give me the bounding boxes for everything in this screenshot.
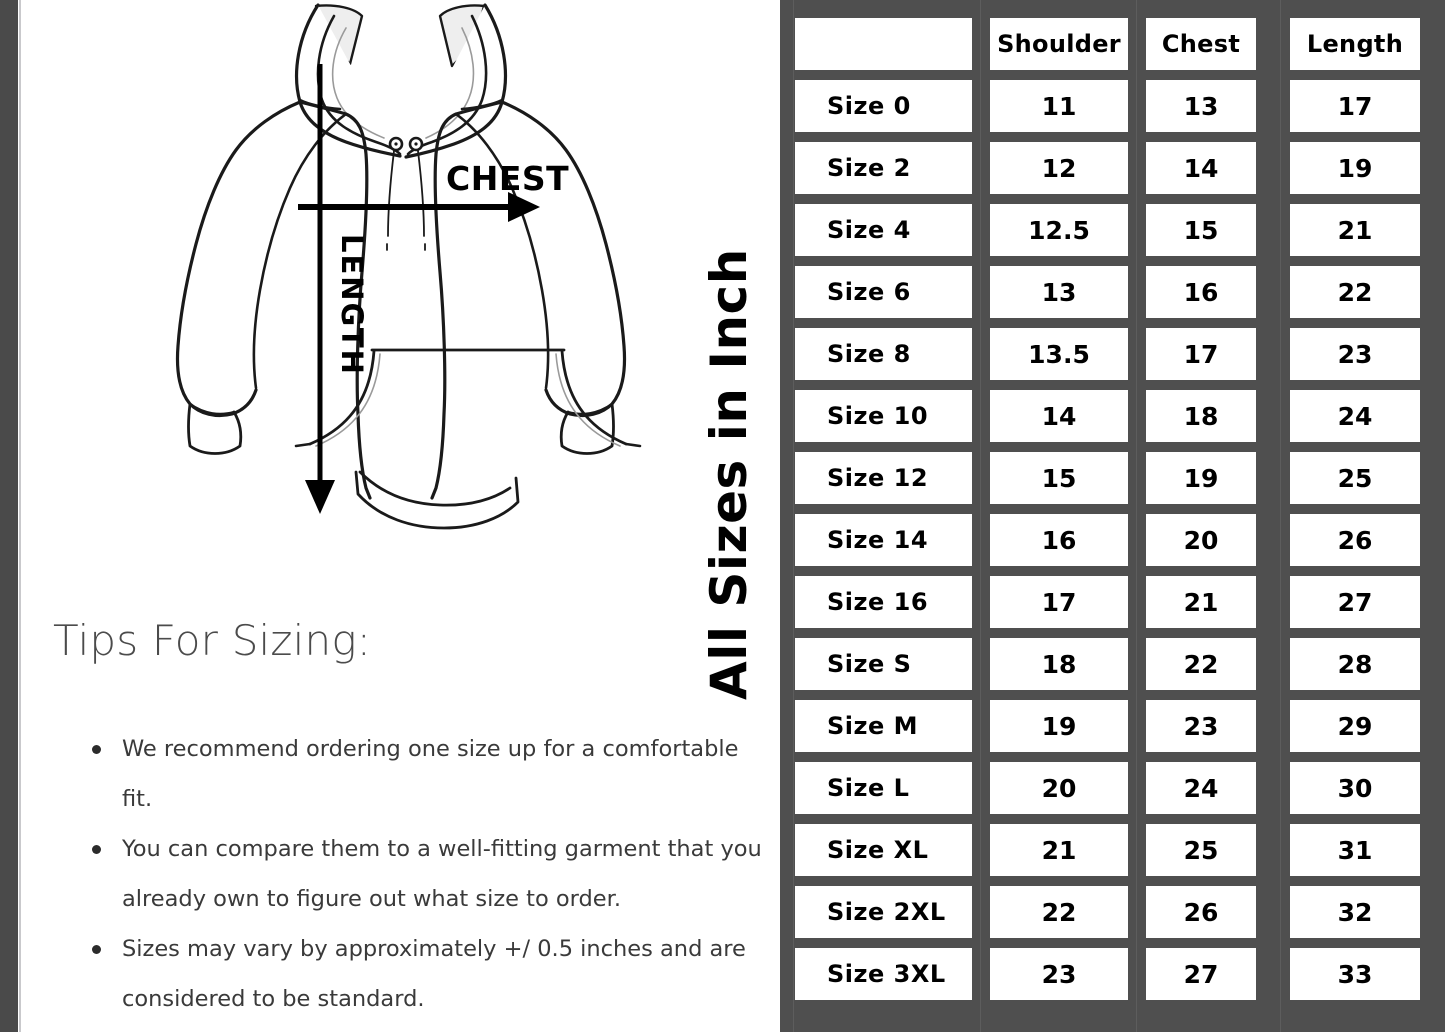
table-cell-chest: 15 xyxy=(1146,204,1256,256)
table-cell-chest: 24 xyxy=(1146,762,1256,814)
table-cell-shoulder: 12 xyxy=(990,142,1128,194)
table-cell-length: 27 xyxy=(1290,576,1420,628)
size-table: Shoulder Chest Length Size 0 11 13 17 Size 2 12 1… xyxy=(780,0,1445,1032)
table-cell-shoulder: 20 xyxy=(990,762,1128,814)
tip-text: We recommend ordering one size up for a … xyxy=(122,736,739,812)
left-edge-divider xyxy=(19,0,21,1032)
table-row-label: Size 14 xyxy=(795,514,972,566)
table-cell-chest: 13 xyxy=(1146,80,1256,132)
table-cell-shoulder: 22 xyxy=(990,886,1128,938)
table-cell-shoulder: 21 xyxy=(990,824,1128,876)
table-cell-chest: 21 xyxy=(1146,576,1256,628)
table-row-label: Size 0 xyxy=(795,80,972,132)
table-cell-chest: 20 xyxy=(1146,514,1256,566)
table-cell-length: 32 xyxy=(1290,886,1420,938)
table-cell-length: 17 xyxy=(1290,80,1420,132)
table-row-label: Size L xyxy=(795,762,972,814)
table-cell-shoulder: 17 xyxy=(990,576,1128,628)
table-cell-chest: 25 xyxy=(1146,824,1256,876)
table-cell-chest: 16 xyxy=(1146,266,1256,318)
table-cell-length: 26 xyxy=(1290,514,1420,566)
table-cell-chest: 19 xyxy=(1146,452,1256,504)
list-item: You can compare them to a well-fitting g… xyxy=(80,824,770,924)
table-cell-chest: 26 xyxy=(1146,886,1256,938)
table-cell-shoulder: 19 xyxy=(990,700,1128,752)
table-cell-chest: 18 xyxy=(1146,390,1256,442)
table-cell-length: 33 xyxy=(1290,948,1420,1000)
table-cell-chest: 22 xyxy=(1146,638,1256,690)
table-cell-shoulder: 15 xyxy=(990,452,1128,504)
table-row-label: Size 8 xyxy=(795,328,972,380)
tip-text: You can compare them to a well-fitting g… xyxy=(122,836,762,912)
table-cell-shoulder: 12.5 xyxy=(990,204,1128,256)
table-cell-shoulder: 18 xyxy=(990,638,1128,690)
chart-vertical-title: All Sizes in Inch xyxy=(700,248,758,700)
table-cell-length: 23 xyxy=(1290,328,1420,380)
table-cell-shoulder: 23 xyxy=(990,948,1128,1000)
table-cell-chest: 14 xyxy=(1146,142,1256,194)
table-cell-shoulder: 11 xyxy=(990,80,1128,132)
chest-measurement-arrow xyxy=(298,192,540,222)
table-cell-length: 19 xyxy=(1290,142,1420,194)
tips-list: We recommend ordering one size up for a … xyxy=(80,724,770,1024)
table-row-label: Size S xyxy=(795,638,972,690)
bullet-icon xyxy=(92,945,101,954)
length-measurement-arrow xyxy=(305,64,335,514)
list-item: We recommend ordering one size up for a … xyxy=(80,724,770,824)
table-cell-chest: 27 xyxy=(1146,948,1256,1000)
table-cell-length: 29 xyxy=(1290,700,1420,752)
table-cell-length: 31 xyxy=(1290,824,1420,876)
table-cell-length: 24 xyxy=(1290,390,1420,442)
tips-title: Tips For Sizing: xyxy=(53,616,372,665)
table-cell-length: 22 xyxy=(1290,266,1420,318)
table-header-length: Length xyxy=(1290,18,1420,70)
table-header-corner xyxy=(795,18,972,70)
chest-label: CHEST xyxy=(446,159,569,198)
table-row-label: Size XL xyxy=(795,824,972,876)
bullet-icon xyxy=(92,845,101,854)
list-item: Sizes may vary by approximately +/ 0.5 i… xyxy=(80,924,770,1024)
length-label: LENGTH xyxy=(335,234,369,376)
table-cell-length: 30 xyxy=(1290,762,1420,814)
hoodie-illustration: CHEST LENGTH xyxy=(128,0,708,554)
table-cell-shoulder: 13.5 xyxy=(990,328,1128,380)
table-row-label: Size 16 xyxy=(795,576,972,628)
table-row-label: Size 12 xyxy=(795,452,972,504)
table-row-label: Size 2 xyxy=(795,142,972,194)
table-row-label: Size M xyxy=(795,700,972,752)
table-header-chest: Chest xyxy=(1146,18,1256,70)
table-row-label: Size 4 xyxy=(795,204,972,256)
table-cell-length: 28 xyxy=(1290,638,1420,690)
table-cell-length: 21 xyxy=(1290,204,1420,256)
table-row-label: Size 10 xyxy=(795,390,972,442)
bullet-icon xyxy=(92,745,101,754)
table-cell-chest: 17 xyxy=(1146,328,1256,380)
table-cell-chest: 23 xyxy=(1146,700,1256,752)
table-row-label: Size 2XL xyxy=(795,886,972,938)
table-row-label: Size 3XL xyxy=(795,948,972,1000)
table-header-shoulder: Shoulder xyxy=(990,18,1128,70)
left-edge-band xyxy=(0,0,18,1032)
table-cell-shoulder: 13 xyxy=(990,266,1128,318)
table-cell-length: 25 xyxy=(1290,452,1420,504)
table-cell-shoulder: 14 xyxy=(990,390,1128,442)
table-cell-shoulder: 16 xyxy=(990,514,1128,566)
table-row-label: Size 6 xyxy=(795,266,972,318)
tip-text: Sizes may vary by approximately +/ 0.5 i… xyxy=(122,936,746,1012)
